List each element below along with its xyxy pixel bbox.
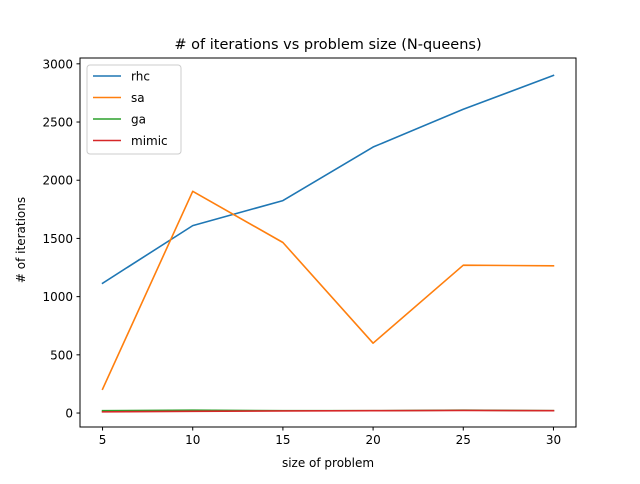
y-axis-label: # of iterations	[14, 197, 28, 283]
x-axis-label: size of problem	[282, 456, 374, 470]
legend-label-sa: sa	[131, 91, 145, 105]
y-tick-label: 1500	[42, 232, 73, 246]
series-line-rhc	[101, 74, 555, 285]
x-tick-label: 25	[456, 433, 471, 447]
y-tick-label: 1000	[42, 290, 73, 304]
y-tick-label: 3000	[42, 57, 73, 71]
y-tick-label: 500	[50, 348, 73, 362]
y-tick-label: 2500	[42, 116, 73, 130]
x-tick-label: 30	[546, 433, 561, 447]
legend-label-ga: ga	[131, 113, 146, 127]
legend-items: rhc sa ga mimic	[93, 70, 168, 148]
legend-label-rhc: rhc	[131, 70, 150, 84]
plot-area-frame	[79, 57, 577, 428]
y-tick-label: 0	[65, 407, 73, 421]
x-tick-label: 15	[275, 433, 290, 447]
chart-title: # of iterations vs problem size (N-queen…	[174, 37, 481, 53]
legend-box	[86, 64, 182, 155]
legend-label-mimic: mimic	[131, 134, 168, 148]
x-tick-label: 5	[99, 433, 107, 447]
series-lines	[101, 74, 555, 413]
series-line-sa	[101, 190, 555, 391]
y-tick-label: 2000	[42, 174, 73, 188]
axis-ticks: 5 10 15 20 25 30 0 500 1000 1500 2000 2500 3000	[42, 57, 561, 447]
x-tick-label: 20	[365, 433, 380, 447]
series-line-mimic	[101, 409, 555, 413]
legend: rhc sa ga mimic	[86, 64, 182, 155]
x-tick-label: 10	[185, 433, 200, 447]
